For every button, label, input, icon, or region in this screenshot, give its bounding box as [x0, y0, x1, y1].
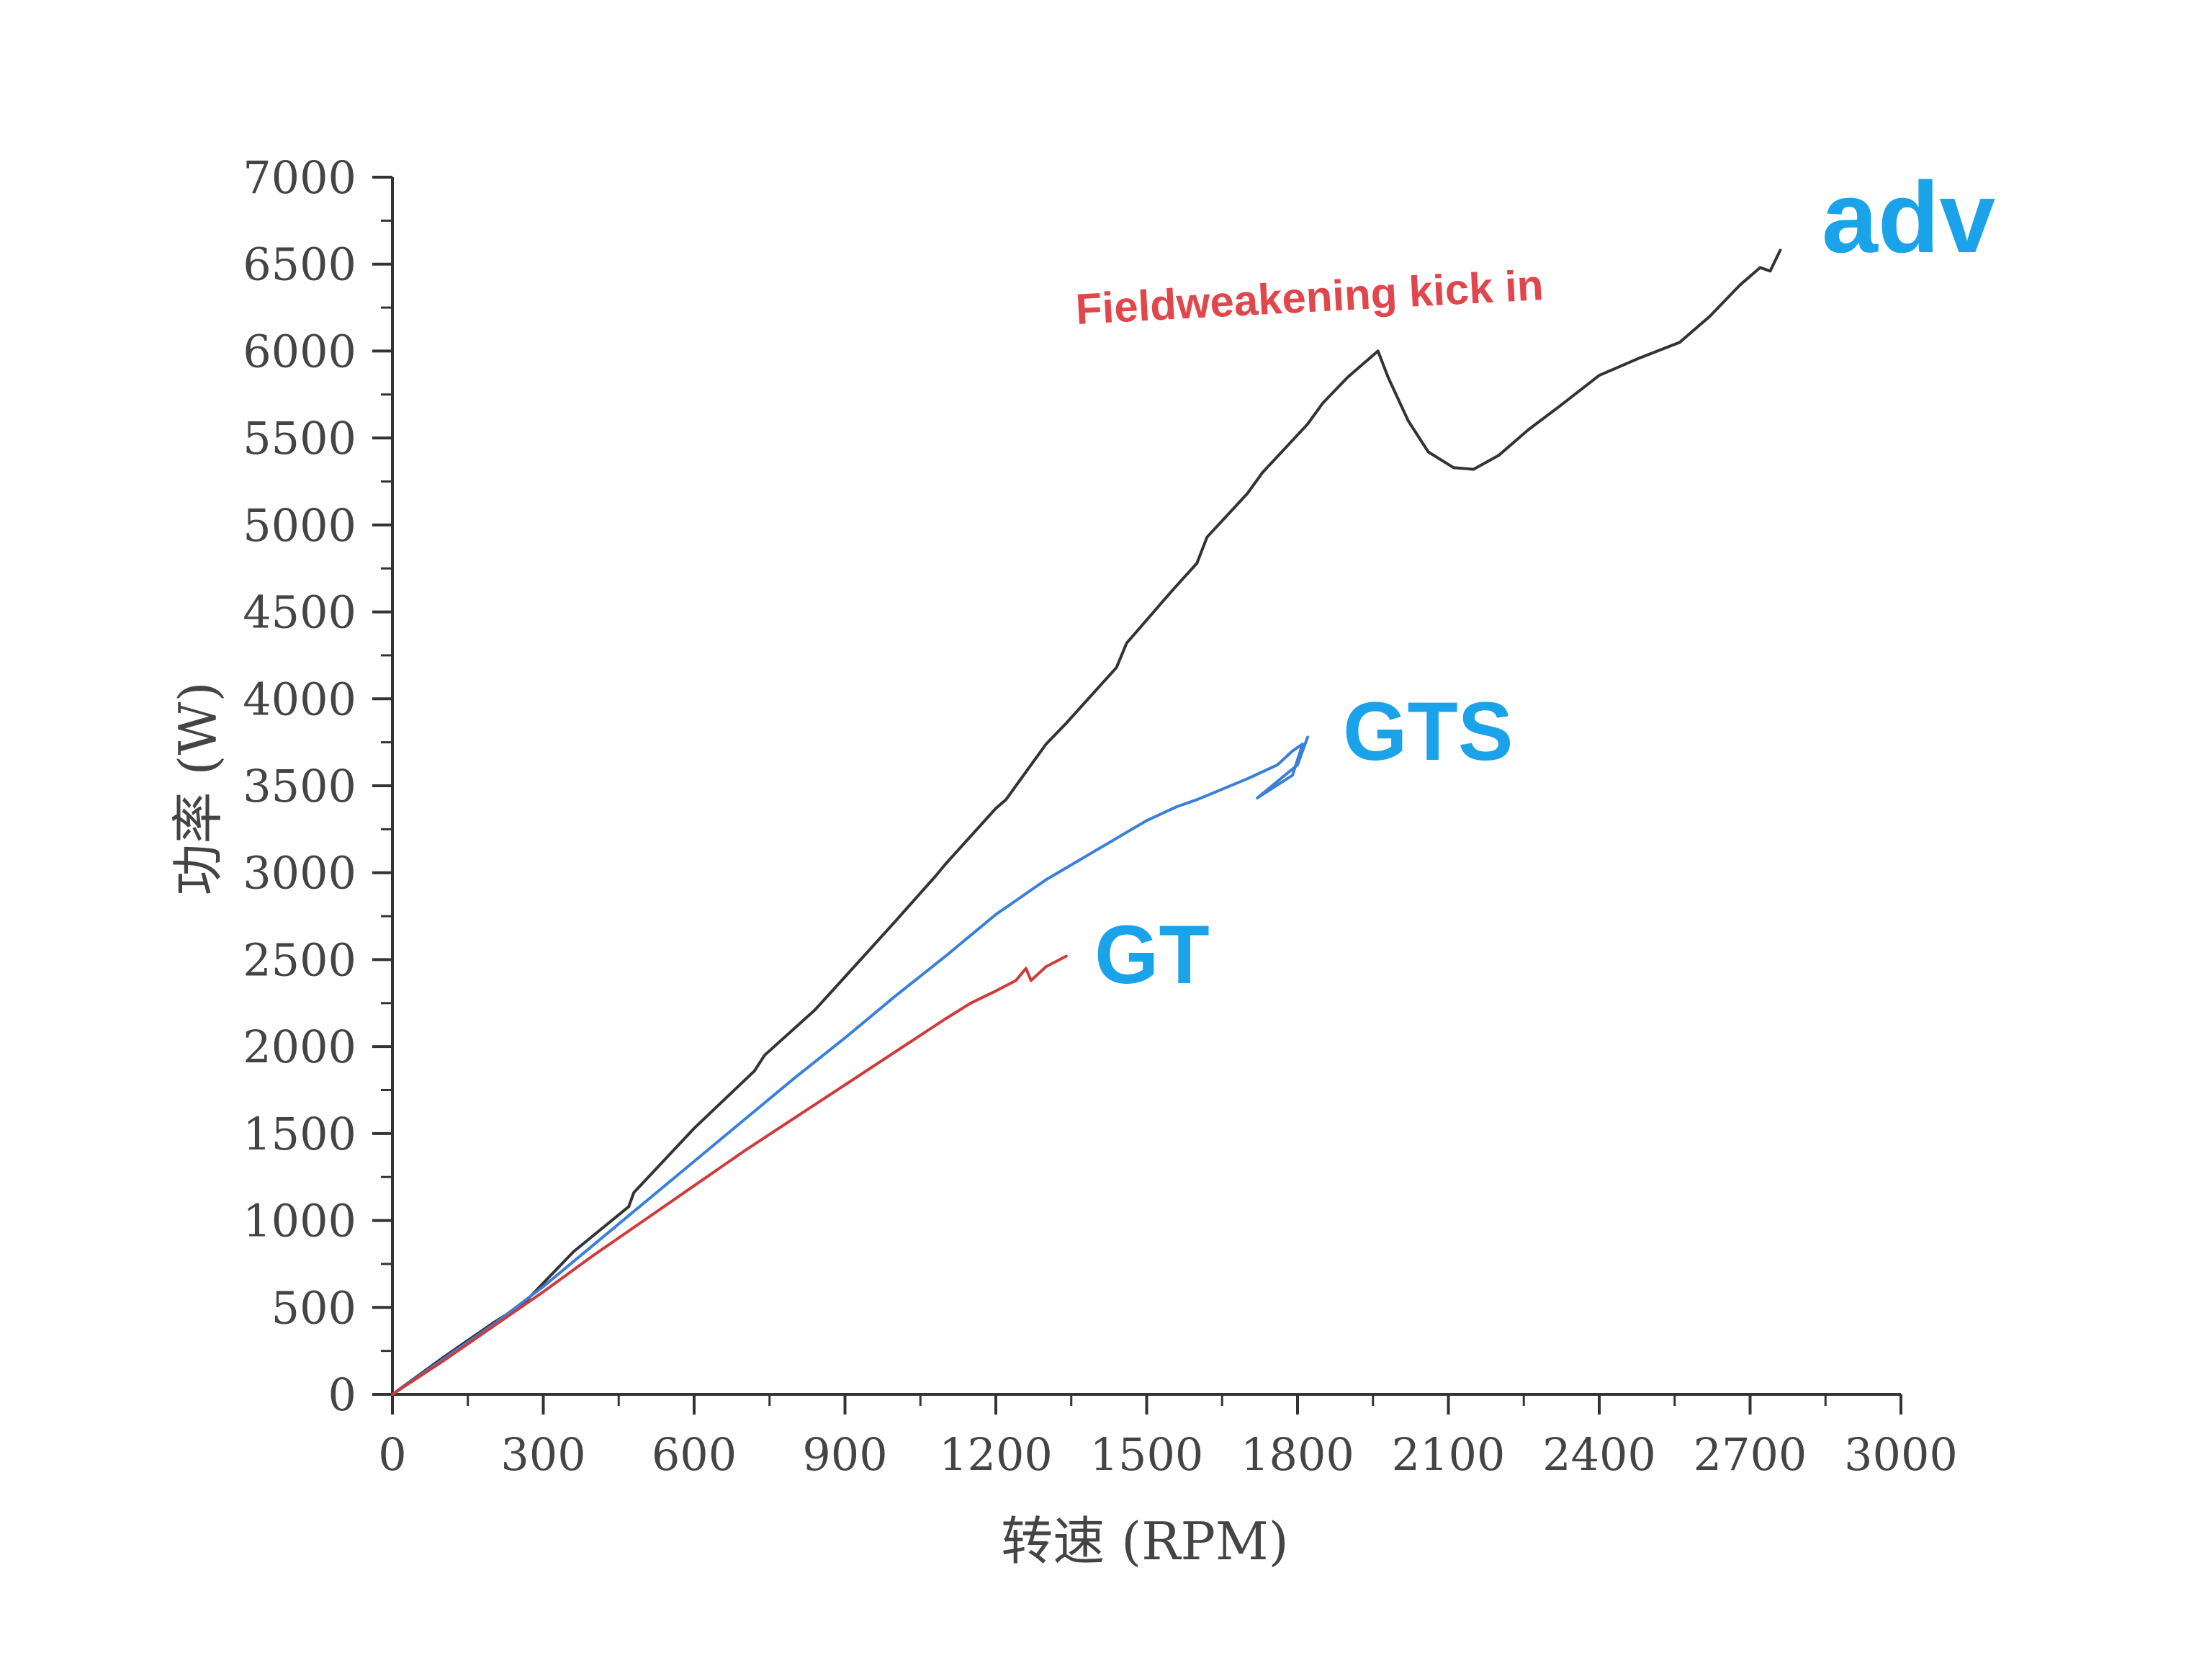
- axes: 0 300 600 900 1200 1500 1800 2100 2400 2700 3000 0 5…: [243, 151, 1958, 1481]
- x-tick-label: 2700: [1694, 1428, 1807, 1481]
- series-line-gts: [391, 735, 1309, 1396]
- y-tick-label: 1500: [243, 1108, 356, 1160]
- x-tick-label: 1800: [1241, 1428, 1354, 1481]
- series-label-gt: GT: [1094, 909, 1210, 1001]
- series-lines: [391, 248, 1782, 1396]
- x-tick-label: 900: [802, 1428, 887, 1481]
- y-tick-label: 500: [271, 1281, 356, 1334]
- x-tick-label: 1200: [939, 1428, 1053, 1481]
- y-tick-label: 3500: [243, 760, 356, 812]
- x-axis-title: 转速 (RPM): [1001, 1511, 1288, 1572]
- y-tick-label: 4500: [243, 586, 356, 639]
- x-tick-label: 300: [500, 1428, 585, 1481]
- x-tick-label: 3000: [1844, 1428, 1958, 1481]
- y-tick-label: 6500: [243, 238, 356, 291]
- y-tick-label: 2000: [243, 1021, 356, 1073]
- x-tick-label: 0: [378, 1428, 406, 1481]
- x-tick-label: 600: [652, 1428, 737, 1481]
- series-label-adv: adv: [1822, 161, 1995, 274]
- y-tick-label: 3000: [243, 847, 356, 900]
- y-tick-label: 4000: [243, 673, 356, 725]
- y-tick-label: 2500: [243, 933, 356, 986]
- y-tick-label: 5000: [243, 499, 356, 552]
- series-line-gt: [391, 954, 1068, 1396]
- annotation-fieldweakening: Fieldweakening kick in: [1074, 261, 1545, 333]
- x-tick-label: 1500: [1090, 1428, 1204, 1481]
- y-tick-label: 6000: [243, 325, 356, 377]
- series-line-adv: [391, 248, 1782, 1396]
- x-tick-label: 2100: [1392, 1428, 1506, 1481]
- y-tick-label: 0: [328, 1368, 356, 1421]
- y-tick-label: 1000: [243, 1195, 356, 1247]
- y-tick-label: 7000: [243, 151, 356, 204]
- y-tick-label: 5500: [243, 412, 356, 465]
- x-tick-label: 2400: [1542, 1428, 1656, 1481]
- y-axis-title: 功率 (W): [168, 681, 228, 895]
- series-label-gts: GTS: [1343, 686, 1513, 778]
